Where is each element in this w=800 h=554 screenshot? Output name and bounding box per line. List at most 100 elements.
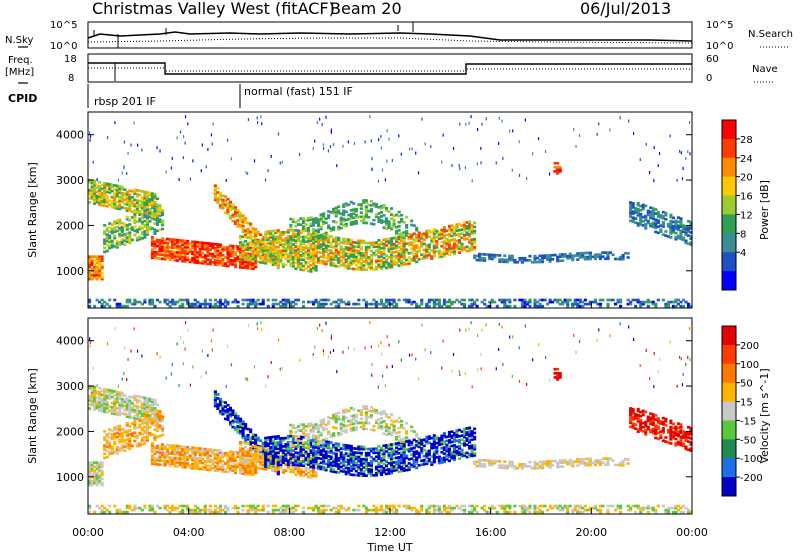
power-cell xyxy=(329,245,333,249)
velocity-cell xyxy=(266,464,270,468)
power-cell xyxy=(95,273,99,277)
velocity-cell xyxy=(304,450,308,454)
power-cell xyxy=(246,258,250,262)
power-cell xyxy=(241,255,245,259)
power-cell xyxy=(108,244,112,248)
velocity-cell xyxy=(256,444,260,448)
power-cell xyxy=(115,192,119,196)
velocity-cell xyxy=(279,441,283,444)
power-cell xyxy=(606,255,610,259)
power-cell xyxy=(357,302,361,306)
power-cell xyxy=(329,211,333,214)
velocity-cell xyxy=(176,459,180,462)
power-cell xyxy=(349,267,353,271)
velocity-cell xyxy=(309,449,313,452)
power-cell xyxy=(113,236,117,240)
power-cell xyxy=(425,235,429,239)
velocity-cell xyxy=(110,407,114,411)
power-cell xyxy=(588,302,592,306)
power-cell xyxy=(397,210,401,214)
power-cell xyxy=(508,298,512,302)
power-cell xyxy=(571,302,575,306)
velocity-cell xyxy=(327,463,331,466)
power-cell xyxy=(473,302,477,306)
power-speckle xyxy=(575,144,577,148)
power-cell xyxy=(150,212,155,216)
power-cell xyxy=(291,251,295,255)
power-cell xyxy=(520,302,524,306)
power-cell xyxy=(183,258,187,261)
power-cell xyxy=(314,237,318,241)
velocity-cell xyxy=(324,452,328,456)
power-cell xyxy=(168,304,172,308)
power-cell xyxy=(603,257,608,261)
power-cell xyxy=(311,260,316,263)
velocity-cell xyxy=(181,455,185,459)
velocity-cell xyxy=(145,437,149,440)
power-cell xyxy=(473,256,477,260)
power-cell xyxy=(334,242,338,246)
power-cell xyxy=(281,302,285,306)
power-cell xyxy=(457,222,462,226)
velocity-cell xyxy=(332,460,336,463)
power-cell xyxy=(284,304,288,308)
power-cell xyxy=(354,220,358,223)
power-cell xyxy=(221,206,225,210)
power-cell xyxy=(274,302,278,306)
power-cell xyxy=(317,236,321,240)
power-cell xyxy=(231,300,235,304)
velocity-cell xyxy=(269,460,273,464)
power-cell xyxy=(274,249,278,253)
velocity-cell xyxy=(95,473,99,477)
velocity-cell xyxy=(274,467,278,471)
power-cell xyxy=(148,201,152,205)
power-cell xyxy=(649,216,653,220)
power-cell xyxy=(279,243,283,246)
power-cell xyxy=(367,266,371,269)
power-cell xyxy=(571,304,575,308)
velocity-cell xyxy=(324,454,328,458)
power-cell xyxy=(133,210,137,214)
power-cell xyxy=(493,300,497,304)
power-cell xyxy=(254,239,258,243)
power-cell xyxy=(115,239,119,243)
power-cell xyxy=(483,298,487,302)
power-cell xyxy=(203,243,207,247)
velocity-cell xyxy=(269,442,273,445)
power-cell xyxy=(593,253,597,257)
power-cell xyxy=(266,230,270,233)
velocity-cell xyxy=(191,466,195,470)
power-cell xyxy=(246,252,250,256)
velocity-cell xyxy=(138,425,142,429)
velocity-cell xyxy=(339,465,343,469)
power-cell xyxy=(397,256,401,259)
velocity-cell xyxy=(113,436,117,440)
power-cell xyxy=(93,255,97,259)
power-cell xyxy=(241,214,245,217)
power-cell xyxy=(228,217,233,220)
power-cell xyxy=(334,300,338,304)
velocity-cell xyxy=(160,463,165,467)
velocity-cell xyxy=(150,416,155,420)
power-cell xyxy=(689,220,693,224)
power-cell xyxy=(135,199,139,202)
velocity-cell xyxy=(344,460,348,464)
power-cell xyxy=(319,227,323,231)
power-cell xyxy=(148,210,152,213)
velocity-cell xyxy=(231,465,235,468)
power-cell xyxy=(425,304,429,308)
power-cell xyxy=(110,241,114,245)
power-cell xyxy=(143,192,147,196)
power-cell xyxy=(349,248,353,252)
power-speckle xyxy=(133,121,135,125)
power-cell xyxy=(553,161,557,165)
velocity-cell xyxy=(153,446,157,450)
power-cell xyxy=(384,223,389,226)
power-cell xyxy=(93,198,97,201)
velocity-cell xyxy=(160,419,165,423)
velocity-cell xyxy=(236,453,240,457)
power-cell xyxy=(98,193,102,196)
power-cell xyxy=(249,257,253,260)
velocity-cell xyxy=(244,445,248,449)
velocity-cell xyxy=(108,444,112,448)
